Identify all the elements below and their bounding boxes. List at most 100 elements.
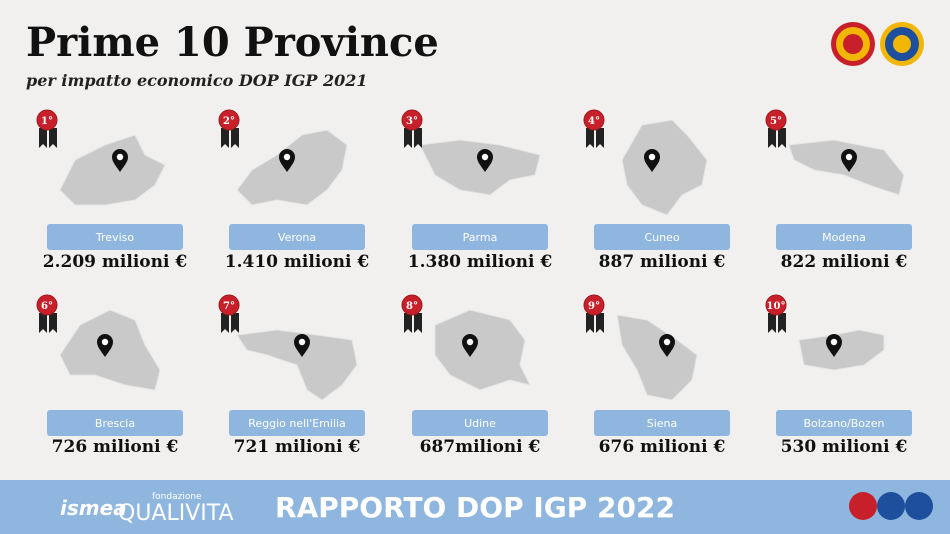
rank-ribbon [404, 313, 422, 333]
province-name: Verona [278, 231, 316, 244]
pin-hole [648, 153, 656, 161]
province-map [798, 329, 885, 371]
rank: 6° [41, 301, 53, 312]
rank-badge [36, 109, 58, 131]
name-box [594, 224, 730, 250]
rank-ribbon [39, 313, 57, 333]
rank-ribbon [221, 128, 239, 148]
province-name: Cuneo [644, 231, 679, 244]
map-pin [477, 149, 493, 172]
rank-ribbon [586, 128, 604, 148]
name-box [412, 410, 548, 436]
rank-badge [765, 109, 787, 131]
pin-hole [845, 153, 853, 161]
rank: 3° [406, 116, 418, 127]
province-name: Modena [822, 231, 866, 244]
name-box [776, 410, 912, 436]
pin-hole [466, 338, 474, 346]
rank-badge [36, 294, 58, 316]
pin-hole [116, 153, 124, 161]
pin-shape [659, 334, 675, 357]
footer-logos [849, 492, 933, 520]
map-pin [97, 334, 113, 357]
pin-shape [462, 334, 478, 357]
subtitle: per impatto economico DOP IGP 2021 [26, 71, 368, 90]
ismea-logo: ismea [60, 496, 127, 520]
map-pin [659, 334, 675, 357]
pin-hole [830, 338, 838, 346]
rank-ribbon [404, 128, 422, 148]
pin-hole [283, 153, 291, 161]
rank-badge [401, 294, 423, 316]
province-map [59, 309, 161, 391]
name-box [47, 410, 183, 436]
qualivita-small: fondazione [152, 492, 202, 502]
map-pin [826, 334, 842, 357]
name-box [47, 224, 183, 250]
rank: 7° [223, 301, 235, 312]
province-name: Treviso [95, 231, 134, 244]
rank: 4° [588, 116, 600, 127]
pin-shape [279, 149, 295, 172]
rank-badge [401, 109, 423, 131]
map-pin [279, 149, 295, 172]
pin-shape [826, 334, 842, 357]
pin-hole [663, 338, 671, 346]
province-name: Brescia [95, 417, 135, 430]
pin-shape [644, 149, 660, 172]
map-pin [112, 149, 128, 172]
province-name: Udine [464, 417, 496, 430]
map-pin [294, 334, 310, 357]
pin-shape [294, 334, 310, 357]
pin-shape [841, 149, 857, 172]
pin-hole [101, 338, 109, 346]
province-map [236, 329, 358, 401]
rank-ribbon [221, 313, 239, 333]
name-box [594, 410, 730, 436]
rank-badge [218, 109, 240, 131]
rank-ribbon [768, 313, 786, 333]
province-map [59, 134, 166, 206]
map-pin [462, 334, 478, 357]
province-name: Reggio nell'Emilia [248, 417, 346, 430]
map-pin [841, 149, 857, 172]
name-box [776, 224, 912, 250]
pin-hole [298, 338, 306, 346]
footer-band [0, 480, 950, 534]
province-name: Parma [463, 231, 498, 244]
rank: 5° [770, 116, 782, 127]
name-box [229, 224, 365, 250]
province-grid: 1° Treviso 2.209 milioni € 2° Verona 1.410 mi… [36, 109, 912, 457]
map-pin [644, 149, 660, 172]
province-value: 887 milioni € [599, 252, 726, 272]
province-map [419, 139, 541, 196]
rank-ribbon [39, 128, 57, 148]
name-box [412, 224, 548, 250]
rank-badge [218, 294, 240, 316]
province-value: 726 milioni € [52, 437, 179, 457]
title: Prime 10 Province [26, 19, 439, 66]
province-value: 1.410 milioni € [225, 252, 370, 272]
province-value: 721 milioni € [234, 437, 361, 457]
rank-badge [765, 294, 787, 316]
pin-shape [97, 334, 113, 357]
igp-logo [880, 22, 924, 66]
rank: 1° [41, 116, 53, 127]
name-box [229, 410, 365, 436]
rank-ribbon [586, 313, 604, 333]
province-value: 822 milioni € [781, 252, 908, 272]
rank-badge [583, 294, 605, 316]
province-name: Bolzano/Bozen [803, 417, 884, 430]
rank: 10° [767, 301, 786, 312]
rank-ribbon [768, 128, 786, 148]
province-map [621, 119, 708, 216]
province-value: 676 milioni € [599, 437, 726, 457]
province-name: Siena [647, 417, 678, 430]
province-map [616, 314, 698, 401]
qualivita-logo: QUALIVITA [118, 501, 234, 526]
rank: 9° [588, 301, 600, 312]
footer-title: RAPPORTO DOP IGP 2022 [275, 491, 675, 524]
pin-shape [477, 149, 493, 172]
province-value: 530 milioni € [781, 437, 908, 457]
